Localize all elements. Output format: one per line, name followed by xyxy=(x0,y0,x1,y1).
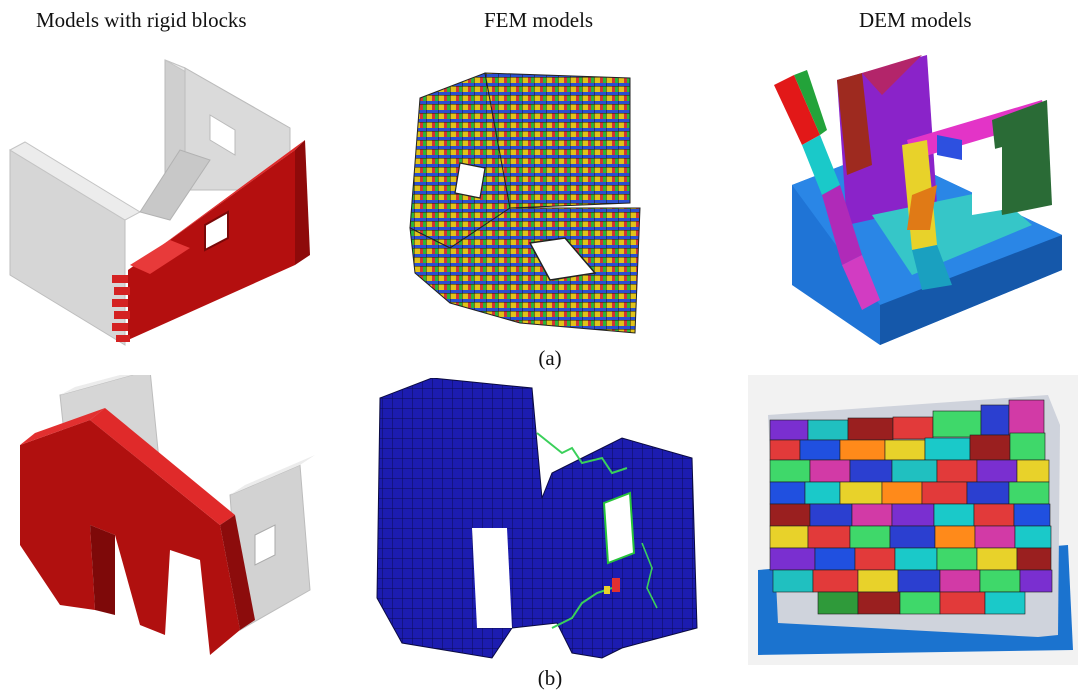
rigid-block-model-b xyxy=(0,375,330,665)
fem-model-b xyxy=(372,378,700,663)
dem-model-b xyxy=(748,375,1078,665)
column-title-dem: DEM models xyxy=(859,8,972,32)
caption-a: (a) xyxy=(538,346,562,370)
column-title-fem: FEM models xyxy=(484,8,594,32)
dem-model-a xyxy=(762,55,1067,350)
column-title-rigid-blocks: Models with rigid blocks xyxy=(36,8,247,32)
fem-model-a xyxy=(390,68,680,338)
caption-b: (b) xyxy=(537,666,563,690)
rigid-block-model-a xyxy=(0,50,330,350)
